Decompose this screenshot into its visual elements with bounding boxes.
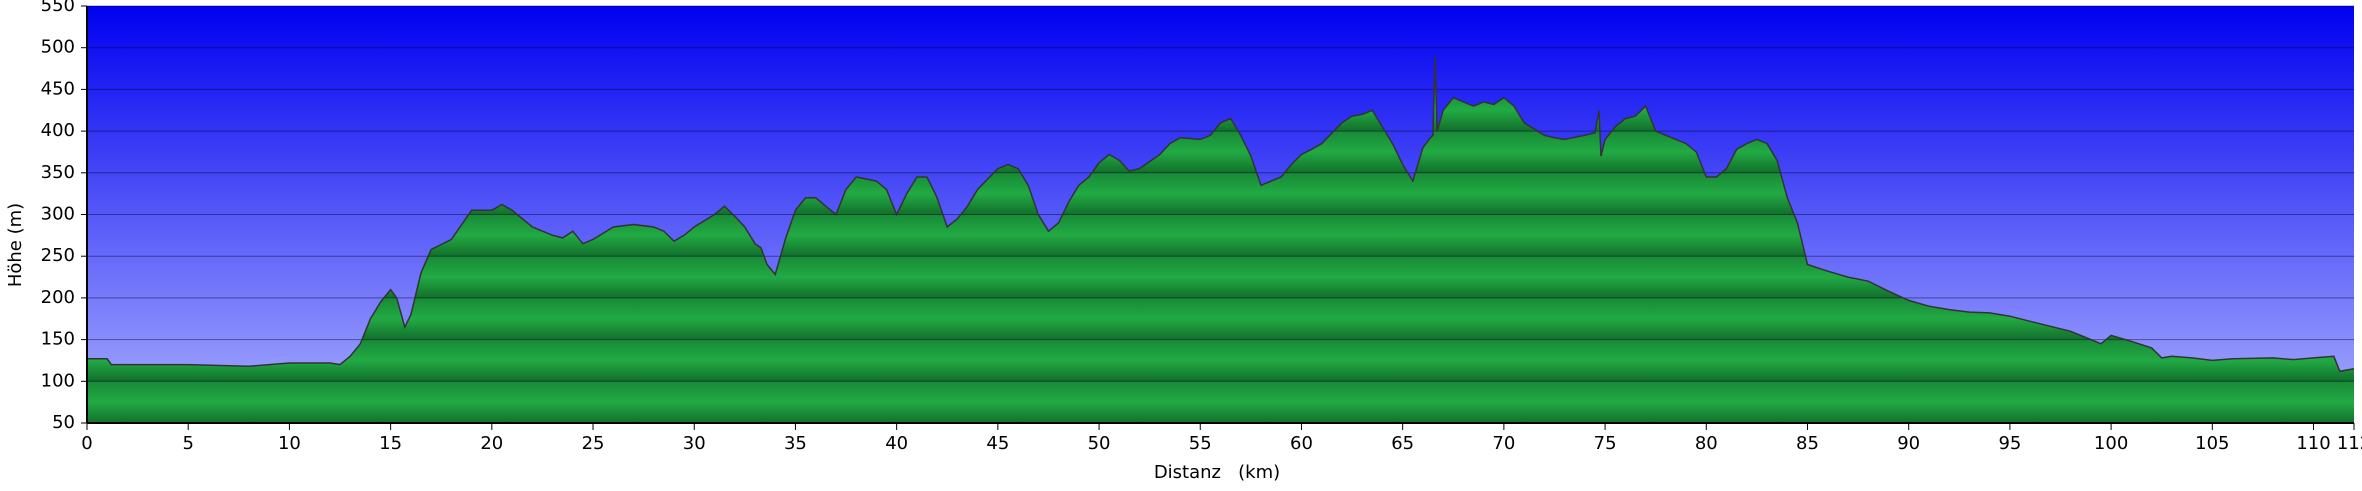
x-tick-label: 100 xyxy=(2094,433,2128,454)
x-axis-label: Distanz (km) xyxy=(1154,462,1280,483)
x-tick-label: 90 xyxy=(1897,433,1920,454)
x-tick-label: 30 xyxy=(683,433,706,454)
y-tick-label: 500 xyxy=(41,37,75,58)
x-tick-label: 105 xyxy=(2195,433,2229,454)
y-tick-label: 350 xyxy=(41,162,75,183)
x-tick-label: 10 xyxy=(278,433,301,454)
y-tick-label: 450 xyxy=(41,78,75,99)
x-tick-label: 50 xyxy=(1088,433,1111,454)
y-tick-label: 300 xyxy=(41,204,75,225)
x-tick-label: 65 xyxy=(1391,433,1414,454)
x-tick-label: 70 xyxy=(1492,433,1515,454)
x-tick-label: 75 xyxy=(1594,433,1617,454)
y-tick-label: 150 xyxy=(41,329,75,350)
y-tick-label: 250 xyxy=(41,245,75,266)
x-tick-label: 25 xyxy=(582,433,605,454)
x-tick-label: 5 xyxy=(182,433,193,454)
x-tick-label: 40 xyxy=(885,433,908,454)
x-tick-label: 110 xyxy=(2296,433,2330,454)
x-tick-label: 95 xyxy=(1998,433,2021,454)
y-axis-label: Höhe (m) xyxy=(5,203,26,287)
y-tick-label: 200 xyxy=(41,287,75,308)
x-tick-label: 15 xyxy=(379,433,402,454)
elevation-outline xyxy=(87,55,2355,373)
x-tick-label: 55 xyxy=(1189,433,1212,454)
y-tick-label: 50 xyxy=(52,412,75,433)
x-tick-label: 35 xyxy=(784,433,807,454)
x-tick-label: 60 xyxy=(1290,433,1313,454)
x-tick-label: 0 xyxy=(81,433,92,454)
x-tick-label: 112 xyxy=(2337,433,2362,454)
y-tick-label: 100 xyxy=(41,370,75,391)
y-tick-label: 550 xyxy=(41,0,75,16)
y-tick-label: 400 xyxy=(41,120,75,141)
x-tick-label: 85 xyxy=(1796,433,1819,454)
elevation-area xyxy=(87,56,2354,423)
x-tick-label: 20 xyxy=(480,433,503,454)
x-tick-label: 45 xyxy=(986,433,1009,454)
x-tick-label: 80 xyxy=(1695,433,1718,454)
